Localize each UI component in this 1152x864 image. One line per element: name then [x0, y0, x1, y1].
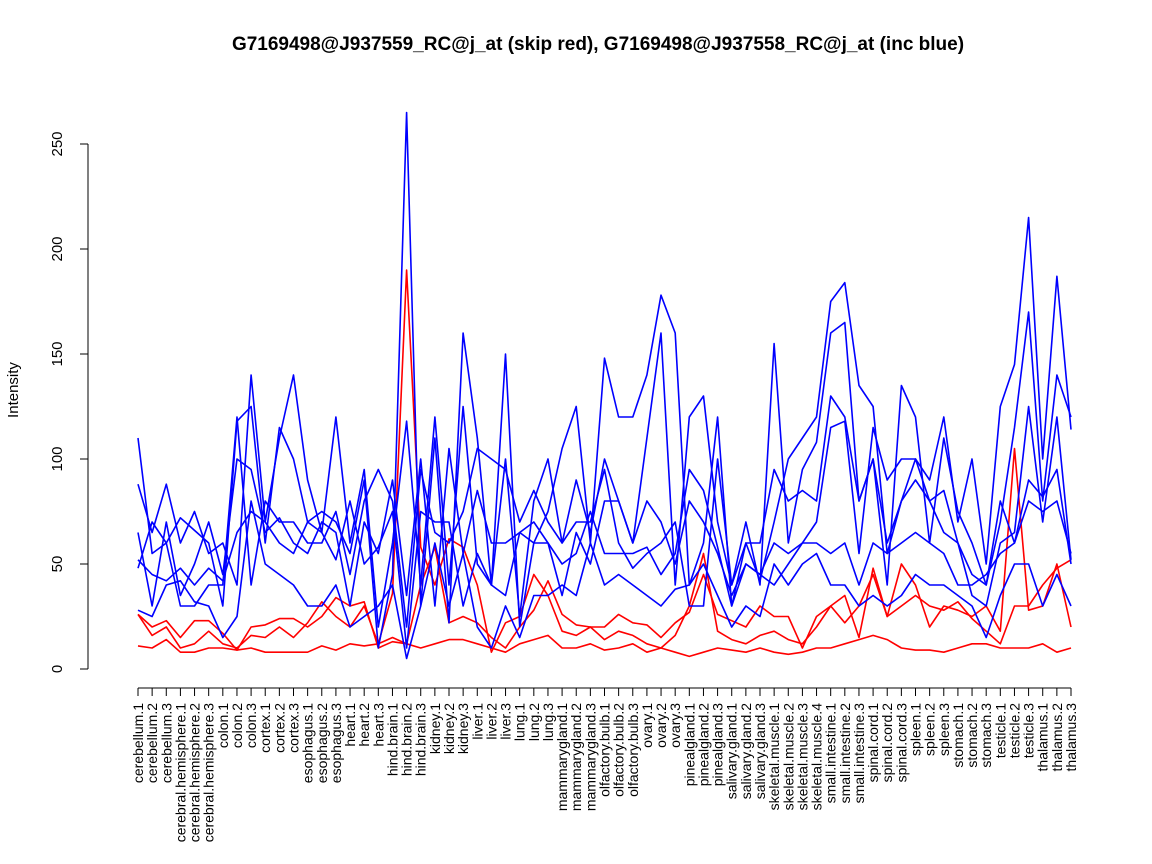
x-tick-label: small.intestine.3 — [851, 703, 867, 804]
x-axis: cerebellum.1cerebellum.2cerebellum.3cere… — [130, 687, 1079, 843]
x-tick-label: hind.brain.1 — [384, 703, 400, 776]
series-line-skip — [137, 269, 1072, 654]
x-tick-label: stomach.2 — [964, 703, 980, 768]
x-tick-label: liver.1 — [469, 703, 485, 740]
x-tick-label: testicle.2 — [1006, 703, 1022, 758]
y-tick-label: 250 — [49, 131, 66, 156]
x-tick-label: ovary.2 — [653, 703, 669, 748]
x-tick-label: spleen.1 — [908, 703, 924, 756]
x-tick-label: colon.1 — [215, 703, 231, 748]
x-tick-label: pinealgland.2 — [695, 703, 711, 787]
x-tick-label: mammarygland.1 — [554, 703, 570, 811]
x-tick-label: esophagus.2 — [314, 703, 330, 783]
x-tick-label: small.intestine.2 — [837, 703, 853, 804]
x-tick-label: skeletal.muscle.2 — [780, 703, 796, 811]
x-tick-label: ovary.1 — [639, 703, 655, 748]
plot-series — [137, 111, 1072, 660]
x-tick-label: cortex.1 — [257, 703, 273, 753]
y-tick-label: 0 — [49, 665, 66, 673]
x-tick-label: esophagus.1 — [300, 703, 316, 783]
x-tick-label: liver.2 — [483, 703, 499, 740]
x-tick-label: mammarygland.3 — [582, 703, 598, 811]
x-tick-label: ovary.3 — [667, 703, 683, 748]
x-tick-label: testicle.3 — [1021, 703, 1037, 758]
x-tick-label: stomach.3 — [978, 703, 994, 768]
series-line-inc — [137, 311, 1072, 628]
chart-title: G7169498@J937559_RC@j_at (skip red), G71… — [232, 34, 964, 55]
series-line-inc — [137, 500, 1072, 660]
x-tick-label: colon.2 — [229, 703, 245, 748]
x-tick-label: small.intestine.1 — [823, 703, 839, 804]
x-tick-label: cerebellum.3 — [158, 703, 174, 783]
x-tick-label: salivary.gland.1 — [724, 703, 740, 799]
y-tick-label: 200 — [49, 236, 66, 261]
y-tick-label: 150 — [49, 341, 66, 366]
x-tick-label: cerebellum.1 — [130, 703, 146, 783]
x-tick-label: cerebral.hemisphere.3 — [201, 703, 217, 843]
x-tick-label: kidney.3 — [455, 703, 471, 754]
x-tick-label: cerebral.hemisphere.2 — [187, 703, 203, 843]
x-tick-label: thalamus.1 — [1035, 703, 1051, 772]
x-tick-label: spleen.3 — [936, 703, 952, 756]
series-line-inc — [137, 395, 1072, 628]
x-tick-label: kidney.2 — [441, 703, 457, 754]
x-tick-label: esophagus.3 — [328, 703, 344, 783]
x-tick-label: spleen.2 — [922, 703, 938, 756]
x-tick-label: stomach.1 — [950, 703, 966, 768]
x-tick-label: skeletal.muscle.4 — [809, 703, 825, 811]
x-tick-label: cortex.2 — [271, 703, 287, 753]
series-line-inc — [137, 468, 1072, 649]
x-tick-label: olfactory.bulb.3 — [625, 703, 641, 797]
series-line-inc — [137, 111, 1072, 649]
y-axis: 0 50 100 150 200 250 — [49, 131, 89, 673]
x-tick-label: spinal.cord.3 — [893, 703, 909, 783]
x-tick-label: salivary.gland.3 — [752, 703, 768, 799]
x-tick-label: salivary.gland.2 — [738, 703, 754, 799]
x-tick-label: colon.3 — [243, 703, 259, 748]
x-tick-label: thalamus.3 — [1063, 703, 1079, 772]
series-line-skip — [137, 634, 1072, 658]
x-tick-label: heart.3 — [370, 703, 386, 747]
x-tick-label: heart.1 — [342, 703, 358, 747]
x-tick-label: cerebellum.2 — [144, 703, 160, 783]
x-tick-label: pinealgland.3 — [710, 703, 726, 787]
x-tick-label: olfactory.bulb.1 — [597, 703, 613, 797]
series-line-skip — [137, 447, 1072, 651]
x-tick-label: hind.brain.3 — [413, 703, 429, 776]
x-tick-label: lung.1 — [512, 703, 528, 741]
x-tick-label: skeletal.muscle.1 — [766, 703, 782, 811]
x-tick-label: heart.2 — [356, 703, 372, 747]
x-tick-label: kidney.1 — [427, 703, 443, 754]
x-tick-label: liver.3 — [498, 703, 514, 740]
series-line-inc — [137, 405, 1072, 607]
x-tick-label: spinal.cord.1 — [865, 703, 881, 783]
x-tick-label: testicle.1 — [992, 703, 1008, 758]
y-axis-label: Intensity — [5, 362, 22, 418]
x-tick-label: lung.2 — [526, 703, 542, 741]
x-tick-label: cortex.3 — [286, 703, 302, 753]
x-tick-label: olfactory.bulb.2 — [611, 703, 627, 797]
y-tick-label: 50 — [49, 556, 66, 573]
x-tick-label: lung.3 — [540, 703, 556, 741]
x-tick-label: pinealgland.1 — [681, 703, 697, 787]
x-tick-label: cerebral.hemisphere.1 — [172, 703, 188, 843]
x-tick-label: spinal.cord.2 — [879, 703, 895, 783]
y-tick-label: 100 — [49, 446, 66, 471]
x-tick-label: hind.brain.2 — [399, 703, 415, 776]
x-tick-label: mammarygland.2 — [568, 703, 584, 811]
x-tick-label: skeletal.muscle.3 — [794, 703, 810, 811]
x-tick-label: thalamus.2 — [1049, 703, 1065, 772]
